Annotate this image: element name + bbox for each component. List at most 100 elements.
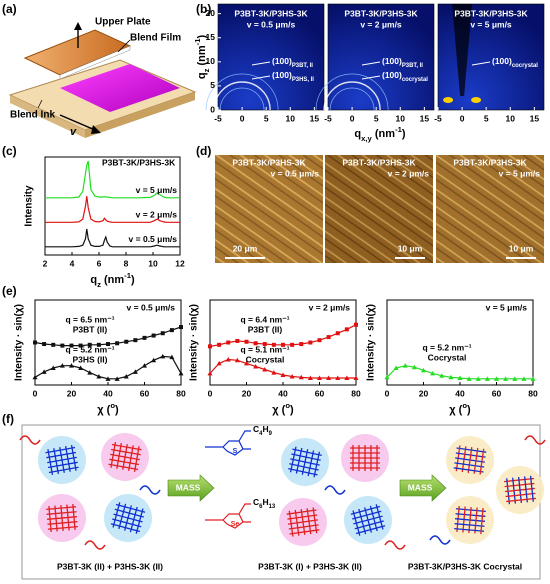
chain [312, 507, 318, 534]
chain [517, 477, 523, 503]
marker [42, 342, 47, 347]
x-tick-label: 40 [278, 388, 288, 398]
label-part: (nm [196, 45, 208, 68]
lattice [503, 475, 537, 505]
annotation: q = 6.4 nm⁻¹ [240, 314, 289, 324]
label-part: H [262, 424, 268, 434]
label-part: q [90, 274, 97, 286]
image-title: P3BT-3K/P3HS-3K [342, 157, 416, 167]
chain [375, 504, 384, 530]
x-axis-label: qz (nm-1) [90, 271, 135, 289]
panel-label: (c) [2, 144, 17, 158]
marker [226, 340, 231, 345]
chain [301, 449, 309, 475]
chain [454, 523, 485, 527]
chain [288, 524, 319, 530]
marker [151, 333, 156, 338]
scheme-caption: P3BT-3K/P3HS-3K Cocrystal [408, 561, 522, 571]
x-axis-label: χ (o) [97, 401, 119, 416]
x-tick-label: 0 [208, 388, 213, 398]
x-tick-label: 40 [103, 388, 113, 398]
series-line [45, 160, 180, 199]
arrowhead [74, 22, 82, 30]
marker [484, 376, 490, 381]
image-subtitle: v = 5 μm/s [470, 19, 512, 29]
plate-edge [59, 45, 131, 80]
marker [253, 341, 258, 346]
chain [454, 462, 485, 468]
marker [503, 376, 509, 381]
x-axis-label: χ (o) [272, 401, 294, 416]
marker [123, 374, 129, 379]
afm-shade [215, 155, 323, 263]
marker [494, 376, 499, 381]
marker [262, 342, 267, 347]
y-axis-label: Intensity · sin(χ) [14, 304, 25, 381]
label-part: q [196, 72, 208, 79]
monomer-bond [205, 503, 251, 529]
marker [326, 335, 331, 340]
marker [87, 370, 93, 375]
lattice [108, 442, 142, 472]
scheme-caption: P3BT-3K (I) + P3HS-3K (II) [258, 561, 362, 571]
scattering-ring [213, 81, 271, 111]
scattering-spot [443, 97, 454, 103]
chain [467, 447, 473, 473]
free-chain [324, 485, 346, 495]
pointer [361, 75, 381, 80]
x-tick-label: 0 [460, 113, 465, 123]
lattice [45, 445, 79, 475]
image-title: P3BT-3K/P3HS-3K [344, 8, 418, 18]
marker [59, 363, 65, 368]
annotation: v = 2 μm/s [309, 302, 351, 312]
marker [32, 374, 38, 380]
arrowhead [91, 125, 101, 134]
panel-label: (d) [196, 144, 211, 158]
x-tick-label: 10 [286, 113, 296, 123]
marker [142, 335, 147, 340]
marker [41, 369, 47, 374]
series-label: v = 0.5 μm/s [129, 234, 178, 244]
scheme-caption: P3BT-3K (II) + P3HS-3K (II) [57, 561, 163, 571]
y-tick-label: 0 [210, 104, 215, 114]
marker [344, 375, 350, 381]
marker [430, 370, 436, 376]
chain [364, 507, 372, 533]
chain [288, 468, 318, 476]
marker [179, 325, 183, 330]
label-part: -1 [193, 38, 202, 46]
chain [506, 497, 537, 503]
series-label: v = 2 μm/s [136, 210, 178, 220]
marker [421, 367, 426, 373]
x-tick-label: 80 [351, 388, 361, 398]
marker [60, 343, 65, 348]
scattering-ring [329, 87, 375, 111]
peak-label: (100)P3BT, II [272, 56, 313, 68]
label-part: cocrystal [512, 63, 538, 69]
peak-label: (100)P3HS, II [272, 70, 314, 82]
label-part: (100) [272, 56, 292, 66]
marker [411, 364, 417, 370]
marker [271, 342, 276, 347]
marker [106, 342, 110, 347]
image-subtitle: v = 0.5 μm/s [247, 19, 296, 29]
atom-label: Se [231, 521, 240, 528]
marker [307, 375, 313, 381]
marker [169, 354, 175, 360]
marker [521, 376, 527, 381]
chain [468, 506, 472, 534]
series-line [45, 196, 180, 223]
chain [124, 505, 132, 531]
series-line [45, 228, 180, 248]
marker [271, 370, 277, 375]
chain [474, 507, 478, 534]
x-tick-label: 0 [33, 388, 38, 398]
annotation: v = 0.5 μm/s [127, 302, 176, 312]
chain [313, 451, 321, 478]
chain [289, 529, 320, 535]
free-chain [84, 540, 106, 550]
marker [466, 376, 472, 381]
pointer [361, 61, 381, 66]
marker [354, 322, 358, 327]
chain [479, 448, 485, 475]
